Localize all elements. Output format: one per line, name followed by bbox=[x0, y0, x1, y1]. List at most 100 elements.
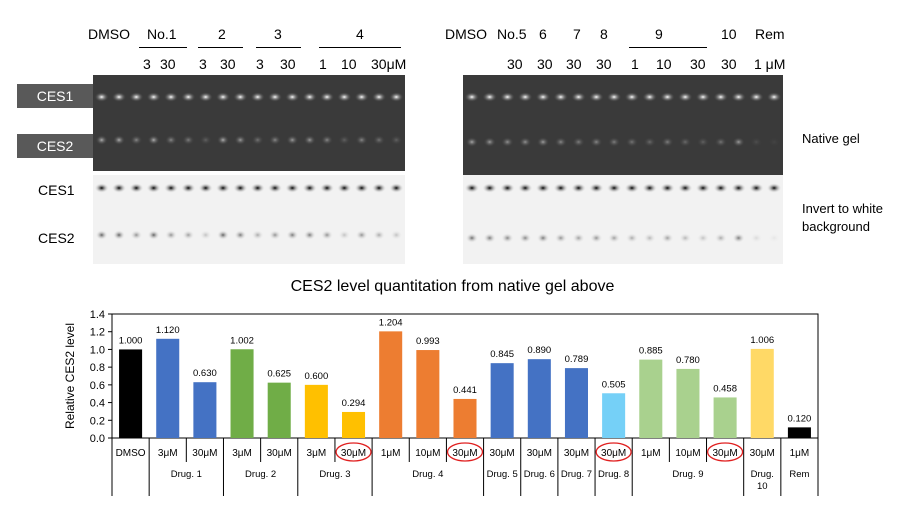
group-label: Drug. 7 bbox=[561, 469, 592, 480]
bar-value-label: 0.120 bbox=[788, 413, 812, 424]
inverted-gel-right bbox=[463, 175, 783, 264]
gel-band-ces2 bbox=[303, 230, 316, 240]
dose-label: 3 bbox=[143, 56, 151, 72]
category-label: 30μM bbox=[341, 448, 366, 459]
dose-label: 30 bbox=[507, 56, 523, 72]
bar bbox=[304, 384, 328, 438]
native-gel-label: Native gel bbox=[802, 131, 860, 146]
gel-band-ces1 bbox=[499, 183, 515, 193]
gel-band-ces2 bbox=[182, 135, 195, 145]
gel-band-ces2 bbox=[112, 230, 126, 240]
gel-band-ces1 bbox=[285, 183, 300, 193]
gel-band-ces2 bbox=[199, 135, 212, 145]
gel-band-ces2 bbox=[216, 135, 230, 145]
gel-band-ces2 bbox=[164, 135, 178, 145]
gel-band-ces2 bbox=[536, 137, 550, 147]
bar bbox=[787, 427, 811, 438]
bar-value-label: 0.993 bbox=[416, 336, 440, 347]
gel-band-ces2 bbox=[696, 137, 710, 147]
dose-label: 30 bbox=[690, 56, 706, 72]
bar bbox=[230, 349, 254, 438]
group-label-8: 8 bbox=[600, 26, 608, 42]
gel-band-ces1 bbox=[677, 183, 693, 193]
gel-band-ces1 bbox=[129, 183, 144, 193]
gel-band-ces1 bbox=[713, 92, 729, 102]
gel-band-ces2 bbox=[390, 230, 403, 240]
gel-band-ces2 bbox=[268, 230, 282, 240]
gel-band-ces2 bbox=[590, 137, 603, 147]
gel-band-ces2 bbox=[390, 135, 403, 145]
group-label: Drug. 4 bbox=[412, 469, 443, 480]
gel-band-ces1 bbox=[319, 92, 335, 102]
group-label-7: 7 bbox=[573, 26, 581, 42]
gel-band-ces1 bbox=[129, 92, 144, 102]
gel-band-ces1 bbox=[389, 183, 404, 193]
gel-band-ces2 bbox=[590, 233, 603, 243]
gel-band-ces1 bbox=[146, 92, 161, 102]
gel-band-ces1 bbox=[371, 183, 387, 193]
gel-band-ces2 bbox=[147, 135, 160, 145]
gel-band-ces2 bbox=[286, 135, 299, 145]
bar bbox=[193, 382, 217, 438]
bar bbox=[119, 349, 143, 438]
gel-band-ces2 bbox=[483, 137, 496, 147]
dose-label: 30 bbox=[220, 56, 236, 72]
category-label: 30μM bbox=[750, 448, 775, 459]
gel-band-ces1 bbox=[319, 183, 335, 193]
gel-band-ces2 bbox=[554, 233, 567, 243]
group-label: Drug. 9 bbox=[672, 469, 703, 480]
gel-band-ces2 bbox=[643, 233, 656, 243]
category-label: 30μM bbox=[267, 448, 292, 459]
y-tick-label: 0.6 bbox=[90, 380, 105, 392]
invert-label-line2: background bbox=[802, 219, 870, 234]
group-label-no1: No.1 bbox=[147, 26, 177, 42]
gel-band-ces1 bbox=[517, 92, 533, 102]
category-label: DMSO bbox=[116, 448, 146, 459]
bar bbox=[639, 359, 663, 438]
gel-band-ces1 bbox=[713, 183, 729, 193]
highlight-circle bbox=[446, 442, 484, 462]
gel-band-ces1 bbox=[482, 92, 498, 102]
highlight-circle bbox=[335, 442, 372, 462]
gel-band-ces2 bbox=[251, 230, 264, 240]
gel-band-ces2 bbox=[536, 233, 550, 243]
inverted-gel-right-bands bbox=[464, 183, 782, 243]
gel-band-ces1 bbox=[535, 183, 551, 193]
gel-band-ces1 bbox=[731, 183, 747, 193]
gel-band-ces2 bbox=[767, 233, 781, 243]
y-tick-label: 0.0 bbox=[90, 433, 105, 445]
gel-band-ces1 bbox=[146, 183, 161, 193]
category-label: 3μM bbox=[232, 448, 252, 459]
dose-label: 30 bbox=[537, 56, 553, 72]
invert-label-line1: Invert to white bbox=[802, 201, 883, 216]
category-label: 30μM bbox=[490, 448, 515, 459]
gel-band-ces2 bbox=[303, 135, 316, 145]
gel-band-ces1 bbox=[606, 183, 622, 193]
bar bbox=[156, 338, 180, 438]
category-label: 10μM bbox=[415, 448, 440, 459]
gel-band-ces1 bbox=[766, 92, 782, 102]
bar-value-label: 0.458 bbox=[713, 383, 737, 394]
category-label: 10μM bbox=[675, 448, 700, 459]
gel-band-ces2 bbox=[732, 233, 745, 243]
bar-value-label: 1.000 bbox=[119, 335, 143, 346]
dose-label: 30 bbox=[721, 56, 737, 72]
bar-value-label: 1.120 bbox=[156, 325, 180, 336]
left-dmso-label: DMSO bbox=[88, 26, 130, 42]
gel-band-ces2 bbox=[286, 230, 299, 240]
gel-band-ces1 bbox=[517, 183, 533, 193]
group-label-9: 9 bbox=[655, 26, 663, 42]
gel-band-ces1 bbox=[571, 183, 587, 193]
group-line-4 bbox=[319, 47, 401, 48]
gel-band-ces1 bbox=[464, 92, 480, 102]
gel-band-ces2 bbox=[483, 233, 496, 243]
dose-label: 1 μM bbox=[754, 56, 786, 72]
dose-label: 30μM bbox=[371, 56, 407, 72]
dose-label: 10 bbox=[656, 56, 672, 72]
gel-band-ces1 bbox=[267, 92, 283, 102]
gel-band-ces1 bbox=[588, 92, 604, 102]
gel-band-ces2 bbox=[112, 135, 126, 145]
gel-band-ces1 bbox=[94, 183, 109, 193]
bar-value-label: 0.505 bbox=[602, 379, 626, 390]
gel-band-ces2 bbox=[234, 135, 247, 145]
